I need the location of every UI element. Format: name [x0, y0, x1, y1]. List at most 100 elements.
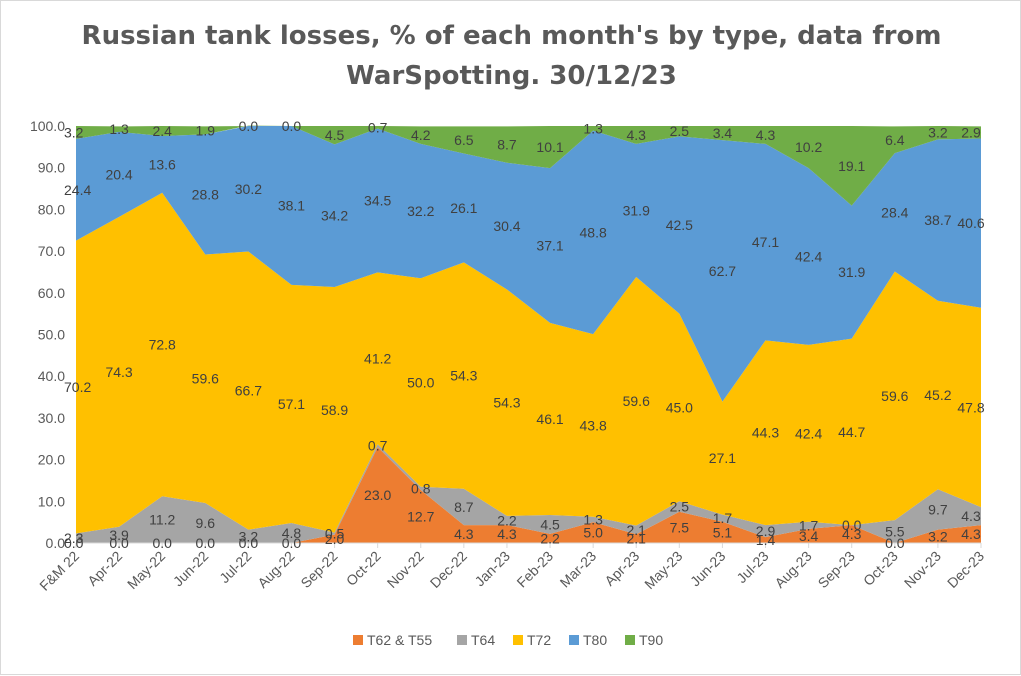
data-label: 2.4 [152, 123, 172, 139]
data-label: 4.3 [627, 127, 647, 143]
x-tick-label: Apr-23 [601, 548, 642, 589]
data-label: 50.0 [407, 374, 434, 390]
data-label: 59.6 [192, 371, 219, 387]
data-label: 9.6 [196, 515, 216, 531]
data-label: 0.5 [325, 526, 345, 542]
data-label: 1.7 [713, 510, 733, 526]
data-label: 3.2 [64, 124, 84, 140]
data-label: 6.4 [885, 132, 905, 148]
x-tick-label: Oct-22 [343, 548, 384, 589]
area-series-2 [76, 192, 981, 534]
x-tick-label: Sep-22 [297, 548, 340, 591]
legend-label: T80 [583, 632, 607, 648]
data-label: 0.8 [411, 480, 431, 496]
data-label: 24.4 [64, 182, 91, 198]
data-label: 4.3 [842, 526, 862, 542]
data-label: 5.0 [583, 525, 603, 541]
data-label: 72.8 [149, 337, 176, 353]
data-label: 62.7 [709, 263, 736, 279]
data-label: 19.1 [838, 158, 865, 174]
data-label: 10.1 [536, 139, 563, 155]
data-label: 4.5 [540, 516, 560, 532]
data-label: 7.5 [670, 519, 690, 535]
data-label: 1.7 [799, 517, 819, 533]
data-label: 4.3 [961, 508, 981, 524]
data-label: 4.5 [325, 127, 345, 143]
data-label: 66.7 [235, 383, 262, 399]
data-label: 0.0 [64, 535, 84, 551]
data-label: 47.8 [957, 399, 984, 415]
data-label: 27.1 [709, 450, 736, 466]
data-label: 1.3 [583, 120, 603, 136]
data-label: 4.3 [961, 526, 981, 542]
data-label: 0.0 [885, 535, 905, 551]
x-tick-label: Jul-22 [216, 548, 254, 586]
data-label: 3.2 [928, 125, 948, 141]
x-tick-label: Jan-23 [471, 548, 513, 590]
data-label: 74.3 [105, 364, 132, 380]
data-label: 30.2 [235, 181, 262, 197]
y-tick-label: 80.0 [38, 201, 65, 217]
x-tick-label: Oct-23 [860, 548, 901, 589]
legend-swatch [513, 635, 523, 645]
data-label: 59.6 [623, 393, 650, 409]
legend-swatch [569, 635, 579, 645]
chart-title-line-2: WarSpotting. 30/12/23 [346, 61, 677, 91]
x-tick-label: Dec-22 [427, 548, 470, 591]
x-tick-label: F&M 22 [36, 548, 82, 594]
data-label: 42.5 [666, 217, 693, 233]
y-tick-label: 0.0 [46, 535, 66, 551]
x-tick-label: Feb-23 [513, 548, 556, 591]
data-label: 0.0 [282, 535, 302, 551]
y-tick-label: 90.0 [38, 160, 65, 176]
data-label: 2.3 [64, 530, 84, 546]
data-label: 59.6 [881, 388, 908, 404]
legend-swatch [353, 635, 363, 645]
data-label: 8.7 [497, 137, 517, 153]
data-label: 26.1 [450, 200, 477, 216]
y-tick-label: 20.0 [38, 452, 65, 468]
x-tick-label: Nov-22 [384, 548, 427, 591]
y-tick-label: 40.0 [38, 368, 65, 384]
data-label: 8.7 [454, 499, 474, 515]
x-tick-label: Apr-22 [84, 548, 125, 589]
data-label: 0.0 [239, 535, 259, 551]
data-label: 12.7 [407, 509, 434, 525]
data-label: 5.5 [885, 524, 905, 540]
data-label: 10.2 [795, 139, 822, 155]
x-tick-label: Jun-22 [170, 548, 212, 590]
data-label: 28.4 [881, 204, 908, 220]
chart-title-line-1: Russian tank losses, % of each month's b… [81, 21, 942, 51]
data-label: 4.3 [497, 526, 517, 542]
data-label: 2.9 [961, 124, 981, 140]
legend-swatch [457, 635, 467, 645]
data-label: 9.7 [928, 501, 948, 517]
data-label: 45.0 [666, 399, 693, 415]
data-label: 2.5 [670, 499, 690, 515]
data-label: 47.1 [752, 234, 779, 250]
x-tick-label: Dec-23 [944, 548, 987, 591]
area-series-4 [76, 125, 981, 206]
data-label: 0.7 [368, 438, 388, 454]
data-label: 1.3 [583, 511, 603, 527]
data-label: 2.0 [325, 531, 345, 547]
x-tick-label: Aug-23 [771, 548, 814, 591]
x-tick-label: Nov-23 [901, 548, 944, 591]
data-label: 3.2 [239, 528, 259, 544]
x-tick-label: May-23 [641, 548, 685, 592]
x-tick-label: Aug-22 [254, 548, 297, 591]
data-label: 0.0 [842, 517, 862, 533]
data-label: 2.2 [497, 512, 517, 528]
data-label: 0.0 [152, 535, 172, 551]
data-label: 4.3 [756, 127, 776, 143]
data-label: 4.3 [454, 526, 474, 542]
data-label: 70.2 [64, 379, 91, 395]
y-tick-label: 70.0 [38, 243, 65, 259]
x-tick-label: Jun-23 [687, 548, 729, 590]
data-label: 0.0 [109, 535, 129, 551]
x-tick-label: Mar-23 [557, 548, 600, 591]
data-label: 3.4 [799, 528, 819, 544]
data-label: 4.8 [282, 525, 302, 541]
data-label: 42.4 [795, 249, 822, 265]
